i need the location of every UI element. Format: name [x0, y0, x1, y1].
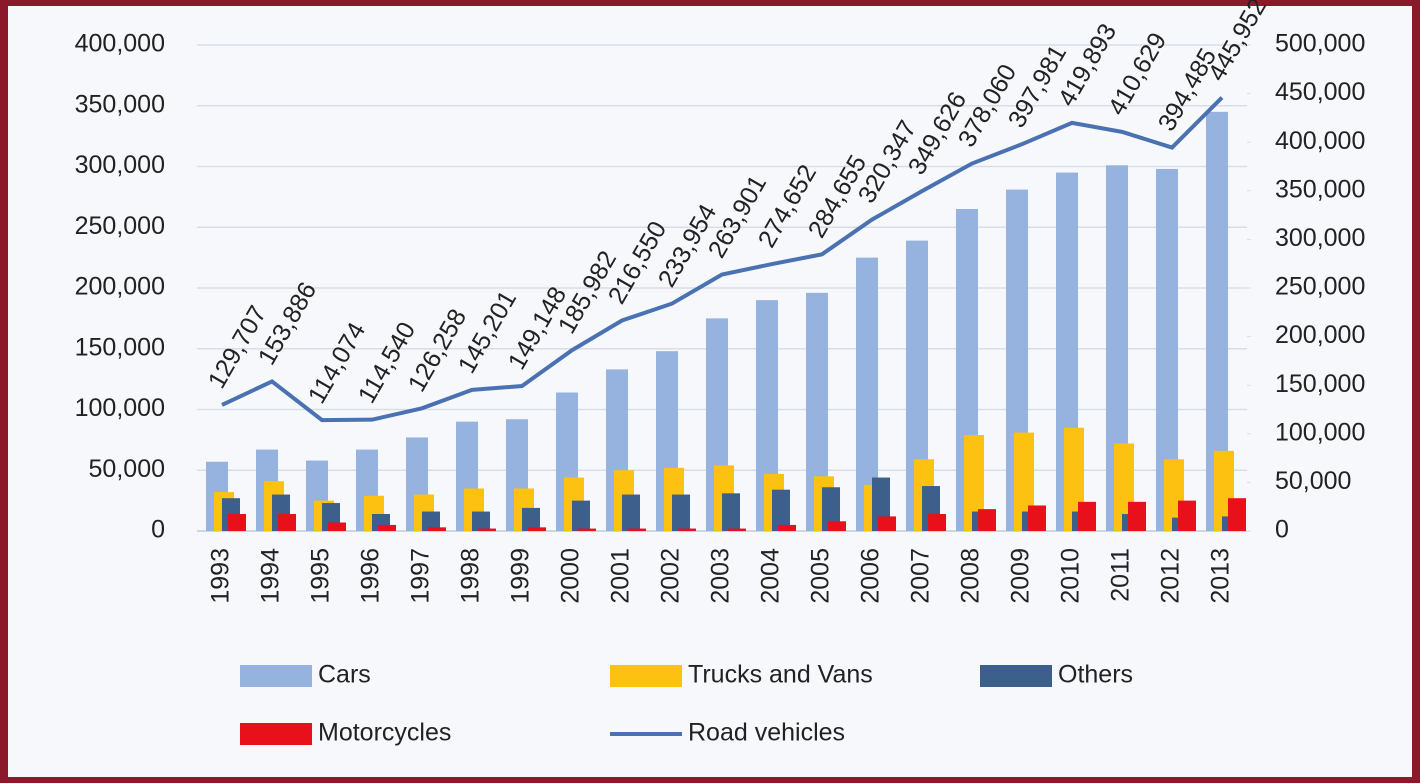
y-tick-label: 0 [151, 516, 165, 544]
bar [472, 511, 490, 531]
bar [1228, 498, 1246, 531]
y-tick-label: 50,000 [89, 455, 165, 483]
y2-tick-label: 50,000 [1275, 467, 1351, 495]
bar [778, 524, 796, 531]
bar [856, 257, 878, 531]
bar [772, 489, 790, 531]
y2-tick-label: 400,000 [1275, 127, 1365, 155]
y2-tick-label: 200,000 [1275, 321, 1365, 349]
bar [278, 513, 296, 531]
bar [328, 522, 346, 531]
legend-label: Road vehicles [688, 719, 845, 747]
bar [478, 528, 496, 531]
bar [928, 513, 946, 531]
bar [622, 494, 640, 531]
x-tick-label: 2002 [657, 548, 685, 604]
y2-tick-label: 350,000 [1275, 175, 1365, 203]
bar [1028, 505, 1046, 531]
y-tick-label: 200,000 [75, 273, 165, 301]
y-tick-label: 350,000 [75, 90, 165, 118]
bar [678, 528, 696, 531]
y2-tick-label: 100,000 [1275, 418, 1365, 446]
bar [722, 493, 740, 531]
bar [806, 292, 828, 531]
bar [978, 509, 996, 531]
y-tick-label: 100,000 [75, 394, 165, 422]
bar [572, 500, 590, 531]
legend-swatch [240, 665, 312, 687]
x-tick-label: 1999 [507, 548, 535, 604]
x-tick-label: 2010 [1057, 548, 1085, 604]
x-tick-label: 2012 [1157, 548, 1185, 604]
x-tick-label: 2001 [607, 548, 635, 604]
y-tick-label: 150,000 [75, 333, 165, 361]
legend-label: Cars [318, 661, 371, 689]
y-tick-label: 300,000 [75, 151, 165, 179]
x-tick-label: 2011 [1107, 548, 1135, 602]
bar [528, 527, 546, 531]
bar [728, 528, 746, 531]
bar [672, 494, 690, 531]
x-tick-label: 2006 [857, 548, 885, 604]
bar [1078, 501, 1096, 531]
legend-label: Others [1058, 661, 1133, 689]
y2-tick-label: 0 [1275, 516, 1289, 544]
bar [378, 524, 396, 531]
legend-swatch [240, 723, 312, 745]
x-tick-label: 1998 [457, 548, 485, 604]
bar [1178, 500, 1196, 531]
y2-tick-label: 150,000 [1275, 370, 1365, 398]
bar [228, 513, 246, 531]
legend-swatch [980, 665, 1052, 687]
bar [1156, 168, 1178, 531]
y2-tick-label: 500,000 [1275, 30, 1365, 58]
x-tick-label: 1995 [307, 548, 335, 604]
bar [756, 300, 778, 531]
x-tick-label: 2004 [757, 548, 785, 604]
bar [428, 527, 446, 531]
bar [422, 511, 440, 531]
y2-tick-label: 300,000 [1275, 224, 1365, 252]
x-tick-label: 2009 [1007, 548, 1035, 604]
line [221, 96, 1224, 423]
legend-swatch [610, 665, 682, 687]
y2-tick-label: 250,000 [1275, 273, 1365, 301]
x-tick-label: 2008 [957, 548, 985, 604]
bar [906, 240, 928, 532]
y-tick-label: 400,000 [75, 30, 165, 58]
bar [822, 487, 840, 531]
x-tick-label: 2013 [1207, 548, 1235, 604]
bar [1206, 111, 1228, 531]
legend-label: Trucks and Vans [688, 661, 873, 689]
y2-tick-label: 450,000 [1275, 78, 1365, 106]
x-tick-label: 2000 [557, 548, 585, 604]
x-tick-label: 2007 [907, 548, 935, 604]
bar [628, 528, 646, 531]
x-tick-label: 2005 [807, 548, 835, 604]
x-tick-label: 1996 [357, 548, 385, 604]
bar [522, 507, 540, 531]
bar [1128, 501, 1146, 531]
x-tick-label: 1993 [207, 548, 235, 604]
bar [578, 528, 596, 531]
y-tick-label: 250,000 [75, 212, 165, 240]
bar [878, 516, 896, 531]
x-tick-label: 1994 [257, 548, 285, 604]
bar [828, 521, 846, 531]
x-tick-label: 1997 [407, 548, 435, 604]
bar [1106, 165, 1128, 531]
x-tick-label: 2003 [707, 548, 735, 604]
legend-label: Motorcycles [318, 719, 451, 747]
bar [964, 435, 984, 531]
